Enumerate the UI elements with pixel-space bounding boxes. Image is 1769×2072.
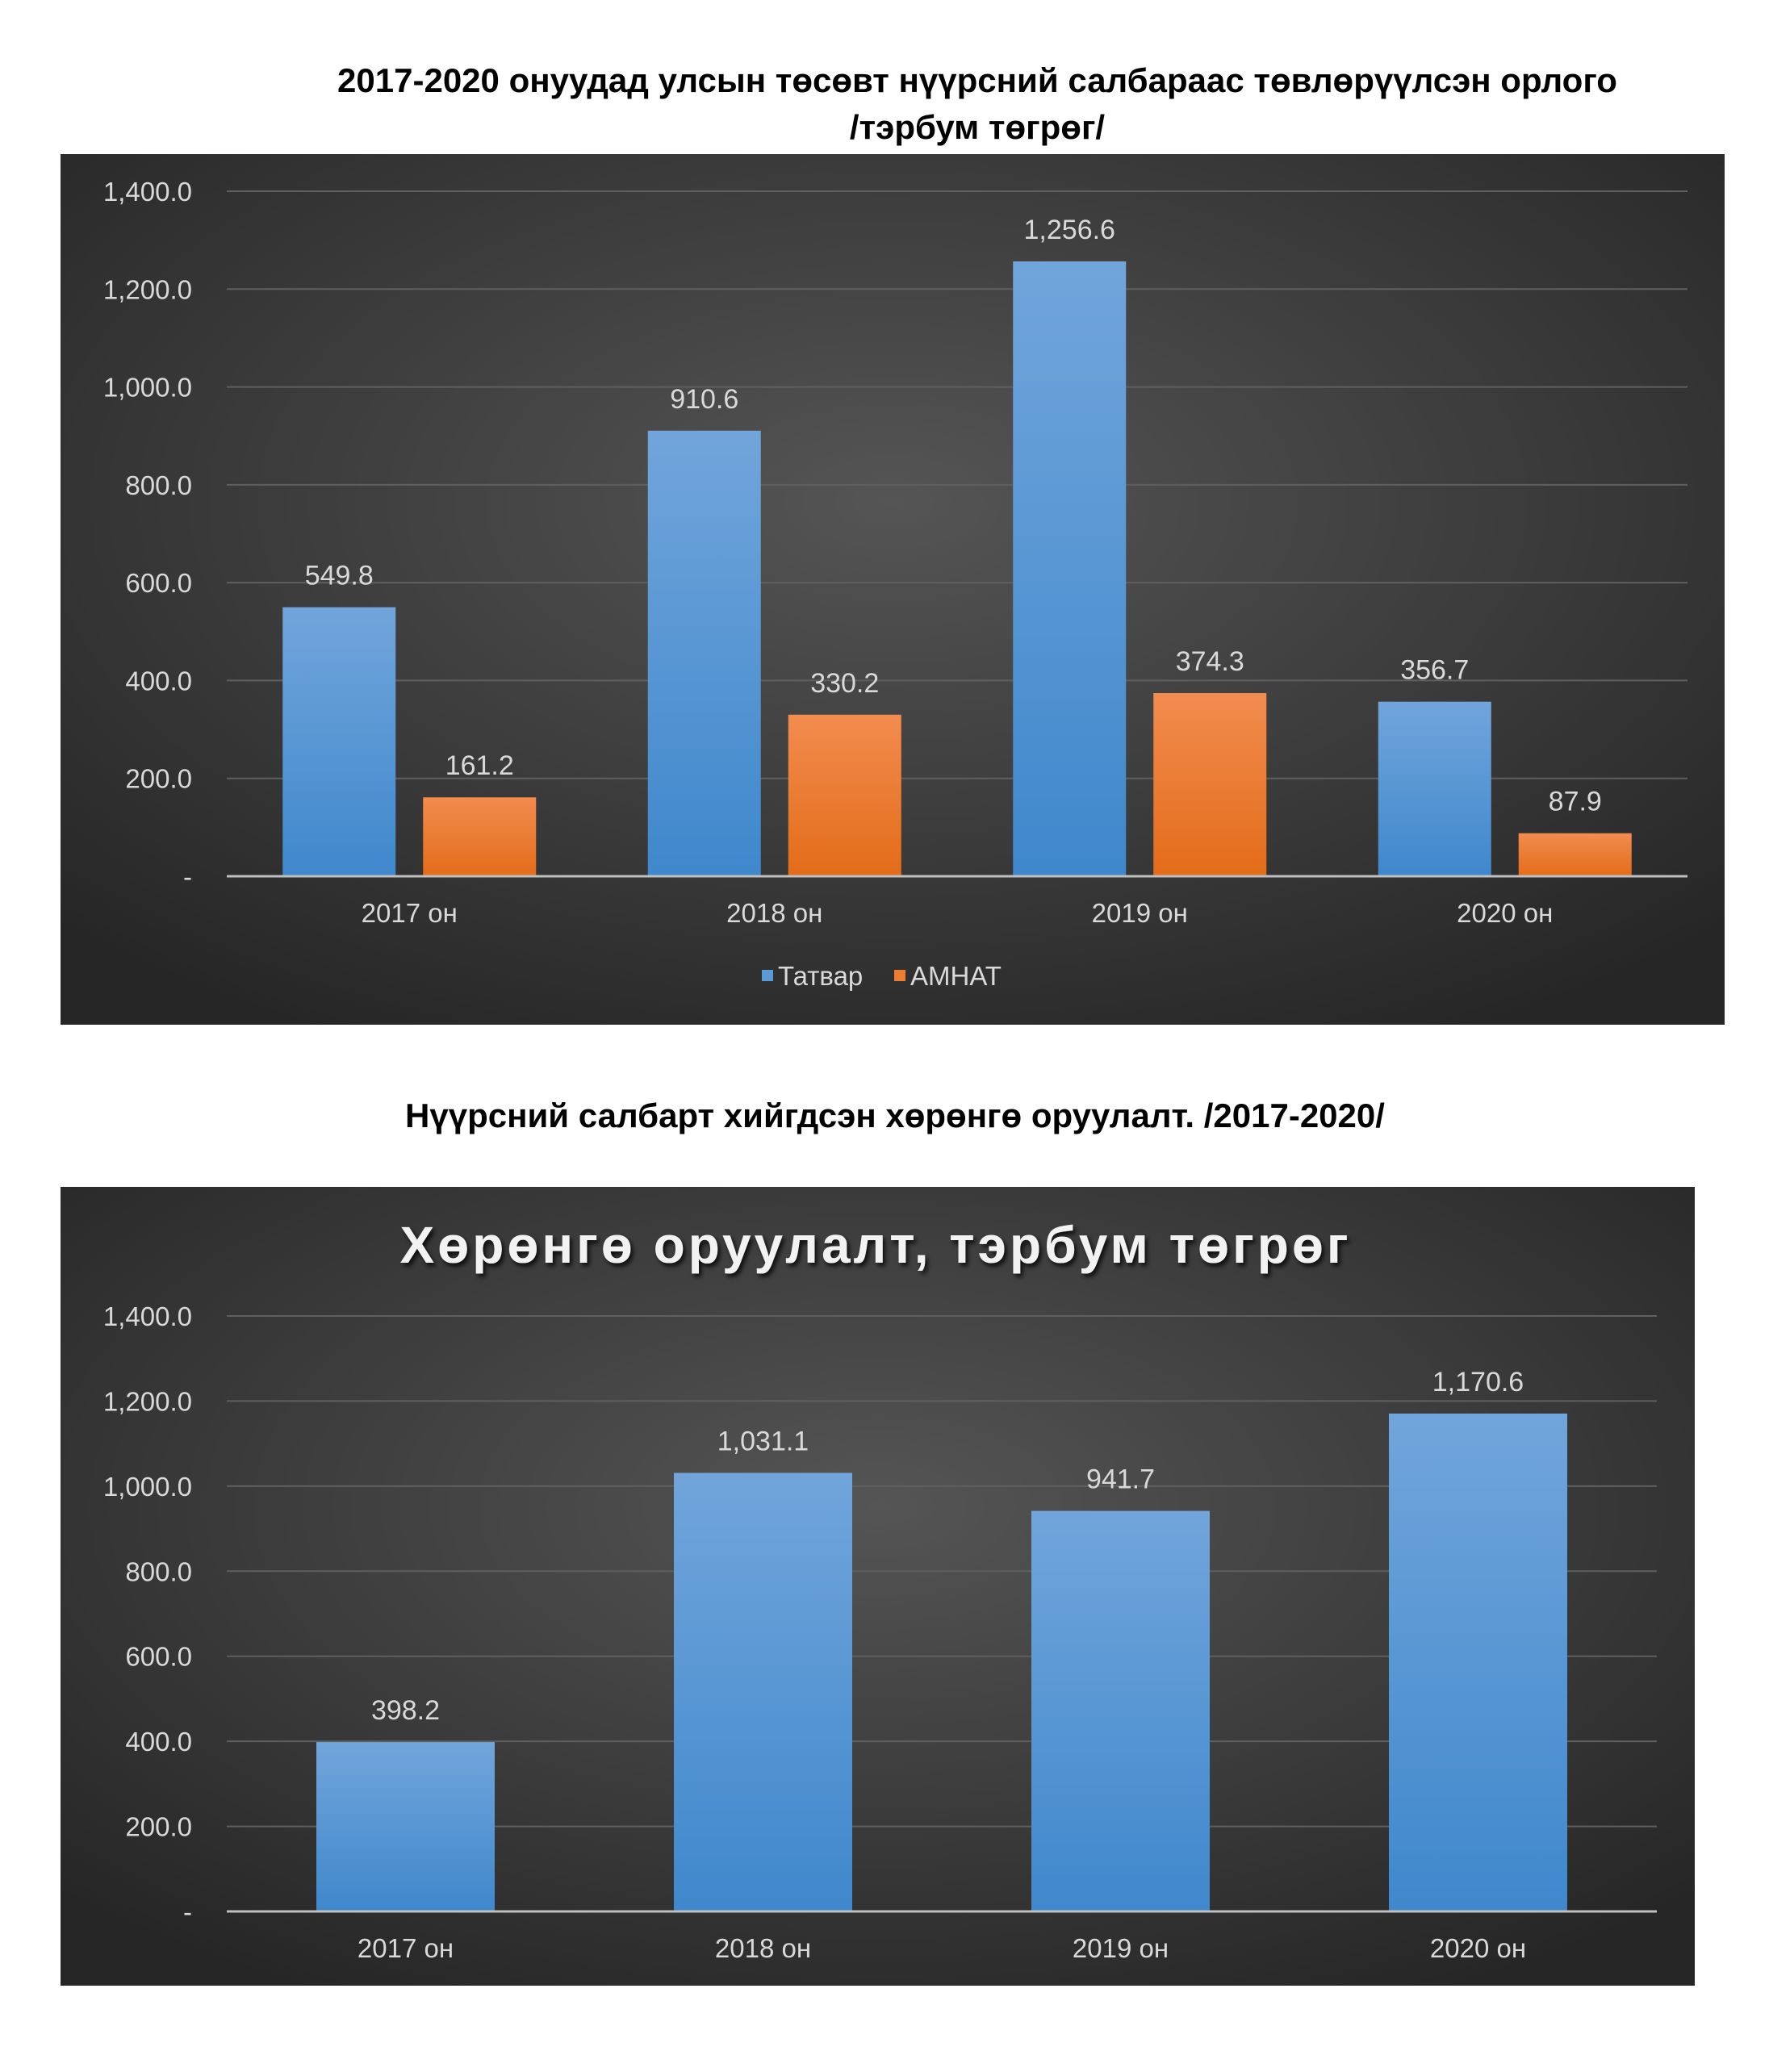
data-label: 1,256.6	[1024, 215, 1115, 245]
bar-series1-0	[316, 1742, 495, 1911]
data-label: 330.2	[810, 668, 879, 699]
data-label: 356.7	[1400, 655, 1469, 686]
chart1-heading-line2: /тэрбум төгрөг/	[849, 108, 1106, 146]
y-tick-label: 200.0	[125, 1812, 192, 1842]
bar-series1-1	[674, 1473, 852, 1911]
x-tick-label: 2020 он	[1430, 1933, 1526, 1963]
bar-series1-2	[1031, 1510, 1210, 1911]
y-tick-label: -	[183, 1897, 192, 1927]
bar-series1-2	[1013, 261, 1127, 876]
chart1-heading-line1: 2017-2020 онуудад улсын төсөвт нүүрсний …	[337, 61, 1617, 99]
bar-series2-0	[423, 797, 537, 876]
bar-series1-1	[647, 430, 761, 876]
legend-label-1: Татвар	[778, 961, 863, 991]
y-tick-label: 400.0	[125, 1727, 192, 1757]
chart2-heading: Нүүрсний салбарт хийгдсэн хөрөнгө оруула…	[405, 1097, 1385, 1134]
x-tick-label: 2020 он	[1457, 898, 1553, 928]
x-tick-label: 2017 он	[362, 898, 458, 928]
x-tick-label: 2018 он	[726, 898, 822, 928]
y-tick-label: 1,400.0	[103, 177, 192, 207]
y-tick-label: 800.0	[125, 1556, 192, 1586]
data-label: 398.2	[371, 1695, 440, 1726]
data-label: 941.7	[1086, 1464, 1155, 1495]
bar-series1-3	[1378, 701, 1491, 876]
chart1-background	[61, 154, 1725, 1025]
chart2-title: Хөрөнгө оруулалт, тэрбум төгрөг	[399, 1216, 1351, 1274]
y-tick-label: 1,200.0	[103, 274, 192, 304]
data-label: 374.3	[1176, 646, 1244, 677]
x-tick-label: 2017 он	[358, 1933, 454, 1963]
y-tick-label: 600.0	[125, 1642, 192, 1672]
bar-series2-1	[788, 714, 901, 876]
y-tick-label: -	[183, 862, 192, 892]
data-label: 1,031.1	[717, 1426, 809, 1456]
data-label: 549.8	[305, 561, 374, 591]
y-tick-label: 200.0	[125, 764, 192, 794]
data-label: 161.2	[445, 750, 514, 781]
bar-series1-0	[282, 607, 396, 876]
x-tick-label: 2018 он	[715, 1933, 811, 1963]
legend-swatch-2	[894, 970, 905, 981]
bar-series2-2	[1153, 693, 1267, 876]
y-tick-label: 1,200.0	[103, 1386, 192, 1416]
y-tick-label: 1,000.0	[103, 373, 192, 403]
data-label: 910.6	[670, 384, 738, 415]
y-tick-label: 1,400.0	[103, 1301, 192, 1331]
x-tick-label: 2019 он	[1092, 898, 1188, 928]
y-tick-label: 600.0	[125, 568, 192, 598]
bar-series2-3	[1518, 833, 1632, 876]
y-tick-label: 400.0	[125, 666, 192, 696]
y-tick-label: 800.0	[125, 470, 192, 500]
data-label: 1,170.6	[1432, 1367, 1524, 1397]
data-label: 87.9	[1549, 787, 1602, 817]
bar-series1-3	[1389, 1413, 1567, 1911]
y-tick-label: 1,000.0	[103, 1472, 192, 1502]
legend-label-2: АМНАТ	[910, 961, 1002, 991]
x-tick-label: 2019 он	[1073, 1933, 1169, 1963]
legend-swatch-1	[762, 970, 773, 981]
